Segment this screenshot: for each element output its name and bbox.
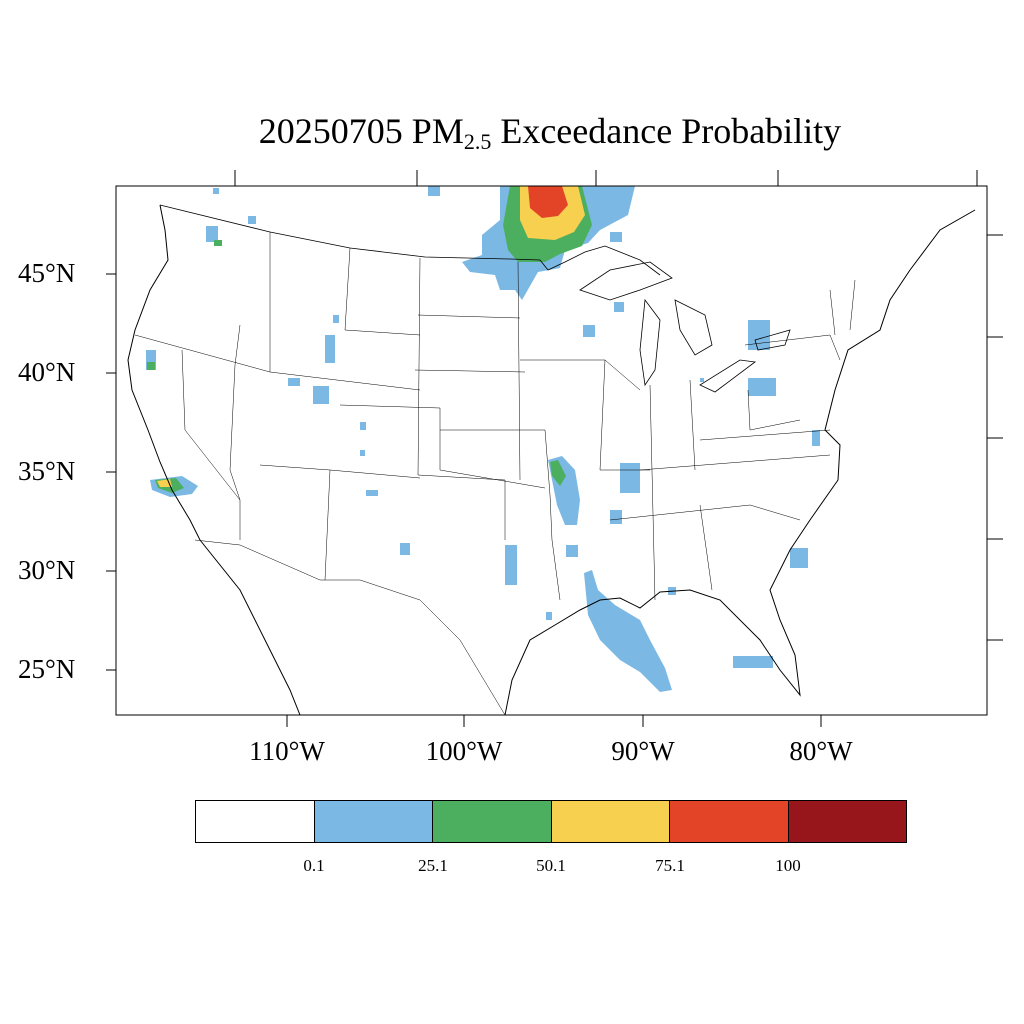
lon-label-100: 100°W: [425, 736, 503, 766]
map-frame: [115, 185, 988, 716]
pacific-coast: [127, 204, 301, 715]
lon-label-80: 80°W: [789, 736, 853, 766]
idaho-green-cell: [214, 240, 222, 246]
map-lines: [127, 204, 976, 715]
lake-superior: [579, 261, 673, 301]
lat-label-30: 30°N: [18, 555, 76, 585]
lake-erie: [699, 359, 757, 393]
legend-swatch-light-blue: [313, 801, 432, 842]
legend-swatch-dark-red: [787, 801, 906, 842]
ar-green: [550, 460, 566, 486]
legend-swatch-white: [196, 801, 314, 842]
color-legend: [195, 800, 907, 843]
legend-swatch-red: [669, 801, 788, 842]
plume-red: [528, 186, 568, 218]
lake-huron: [674, 299, 713, 356]
state-boundaries: [134, 232, 856, 715]
lon-label-110: 110°W: [249, 736, 325, 766]
title-subscript: 2.5: [463, 129, 492, 154]
title-suffix: Exceedance Probability: [491, 111, 842, 151]
canada-border: [159, 204, 661, 276]
legend-swatch-green: [432, 801, 551, 842]
map-title: 20250705 PM2.5 Exceedance Probability: [0, 110, 1024, 155]
lake-michigan: [639, 298, 661, 387]
legend-level-1: 25.1: [418, 856, 448, 875]
probability-field: [146, 186, 820, 692]
lat-label-25: 25°N: [18, 654, 76, 684]
legend-level-4: 100: [775, 856, 801, 875]
gulf-coast: [504, 209, 976, 715]
legend-level-2: 50.1: [536, 856, 566, 875]
legend-swatch-yellow: [550, 801, 669, 842]
scattered-cells: [146, 186, 820, 668]
lat-label-35: 35°N: [18, 456, 76, 486]
axis-ticks: [106, 170, 1003, 727]
legend-level-3: 75.1: [655, 856, 685, 875]
lat-label-45: 45°N: [18, 258, 76, 288]
lake-ontario: [754, 329, 791, 351]
lat-label-40: 40°N: [18, 357, 76, 387]
lon-label-90: 90°W: [611, 736, 675, 766]
norcal-green-cell: [147, 362, 155, 370]
legend-level-0: 0.1: [303, 856, 325, 875]
title-text: 20250705 PM: [258, 111, 464, 151]
gulf-light-blue: [584, 570, 672, 692]
